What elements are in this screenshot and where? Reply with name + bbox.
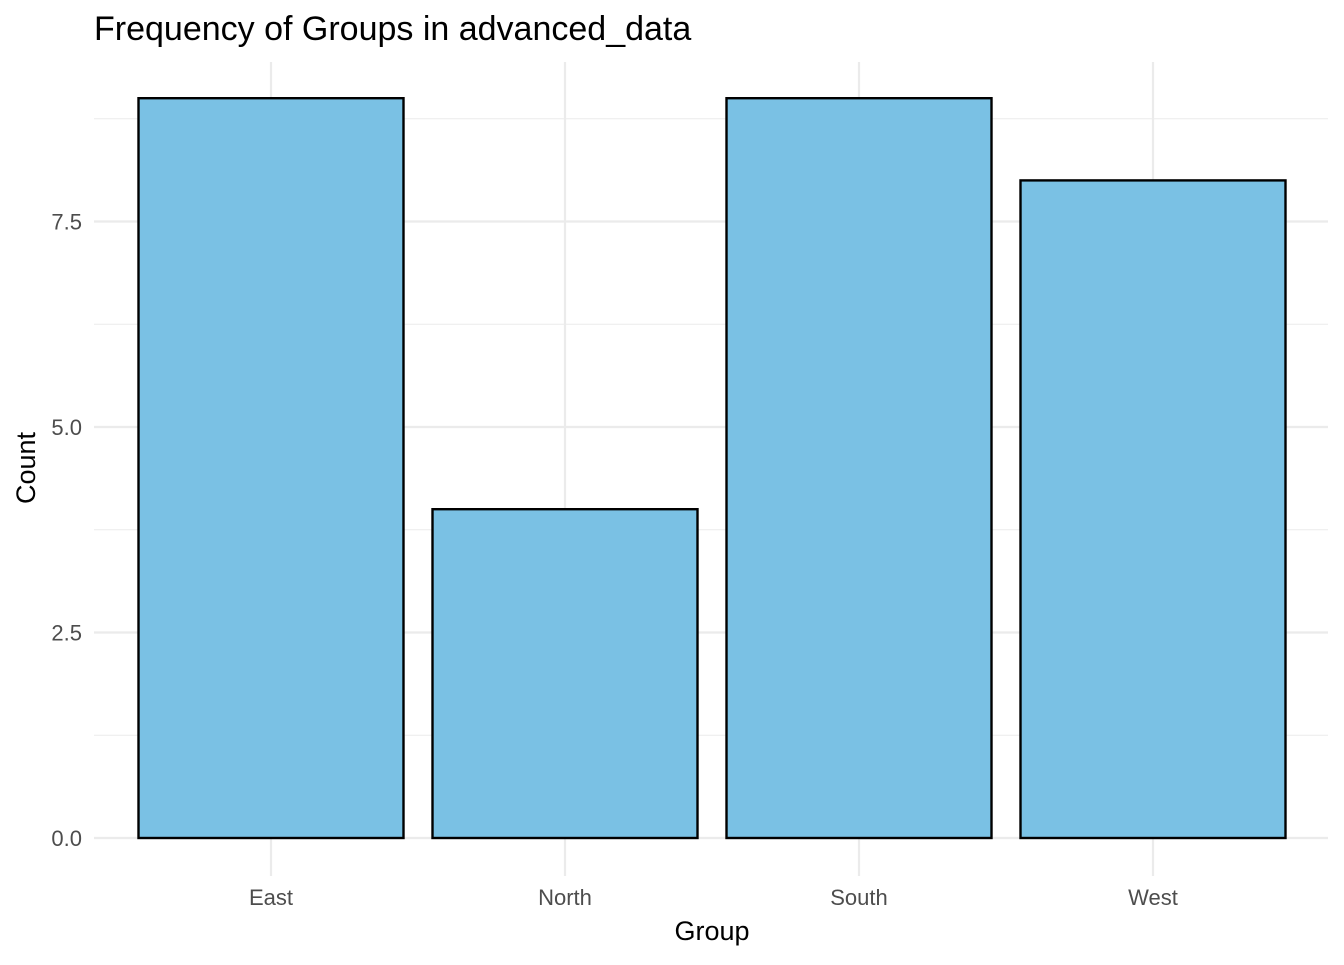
x-tick-label: East (249, 885, 293, 910)
bar-west (1019, 179, 1287, 840)
y-axis-title: Count (11, 431, 41, 504)
y-tick-label: 7.5 (51, 210, 82, 235)
x-axis-title: Group (674, 916, 749, 946)
x-tick-label: South (830, 885, 888, 910)
y-tick-label: 0.0 (51, 826, 82, 851)
x-tick-label: North (538, 885, 592, 910)
x-axis-ticks: East North South West (249, 885, 1178, 910)
y-tick-label: 5.0 (51, 415, 82, 440)
bars (137, 96, 1287, 840)
bar-east (137, 96, 405, 840)
bar-south (725, 96, 993, 840)
bar-north (431, 508, 699, 840)
x-tick-label: West (1128, 885, 1178, 910)
chart-title: Frequency of Groups in advanced_data (94, 10, 691, 48)
y-tick-label: 2.5 (51, 621, 82, 646)
y-axis-ticks: 0.0 2.5 5.0 7.5 (51, 210, 82, 852)
